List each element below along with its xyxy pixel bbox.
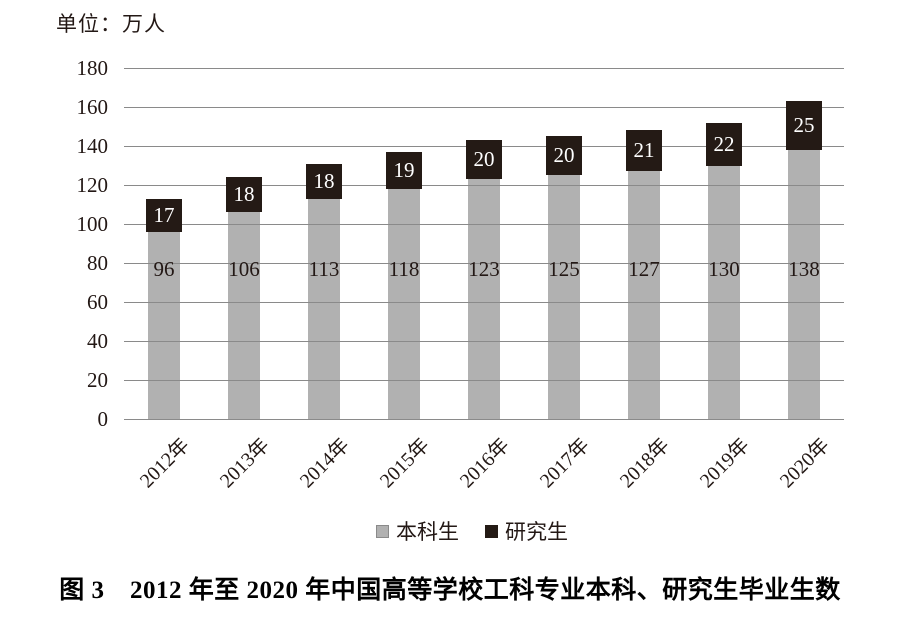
y-tick-label: 160: [76, 95, 109, 119]
bar-value-undergrad: 127: [628, 257, 660, 281]
bar-segment-grad: 18: [226, 177, 262, 213]
x-tick-label: 2019年: [695, 434, 754, 493]
bar-segment-undergrad: [708, 165, 740, 419]
y-tick-label: 140: [76, 134, 109, 158]
bar-value-grad: 18: [233, 182, 255, 207]
legend-label-undergrad: 本科生: [396, 520, 459, 544]
bar-value-grad: 20: [553, 143, 575, 168]
gridline: [124, 67, 844, 69]
bar-segment-undergrad: [548, 175, 580, 419]
bar-value-grad: 19: [393, 157, 415, 182]
y-tick-label: 120: [76, 173, 109, 197]
legend-label-grad: 研究生: [505, 520, 568, 544]
bar-value-undergrad: 106: [228, 257, 260, 281]
y-tick-label: 20: [87, 368, 108, 392]
gridline: [124, 418, 844, 420]
x-tick-label: 2017年: [535, 434, 594, 493]
gridline: [124, 223, 844, 225]
y-tick-label: 40: [87, 329, 108, 353]
bar-segment-undergrad: [468, 179, 500, 419]
x-tick-label: 2018年: [615, 434, 674, 493]
bar-segment-grad: 22: [706, 122, 742, 166]
x-tick-label: 2013年: [215, 434, 274, 493]
y-tick-label: 80: [87, 251, 108, 275]
bar-value-undergrad: 138: [788, 257, 820, 281]
x-tick-label: 2015年: [375, 434, 434, 493]
bar-value-grad: 18: [313, 168, 335, 193]
x-tick-label: 2016年: [455, 434, 514, 493]
bar-segment-undergrad: [788, 149, 820, 419]
bar-segment-grad: 20: [466, 140, 502, 180]
y-tick-label: 100: [76, 212, 109, 236]
x-tick-label: 2014年: [295, 434, 354, 493]
legend-swatch-grad: [485, 524, 498, 538]
y-tick-label: 60: [87, 290, 108, 314]
x-tick-label: 2012年: [135, 434, 194, 493]
unit-label: 单位：万人: [56, 12, 166, 36]
plot-area: 17 96 18 106 18 113 19 118 20 123 20 125 21 127 22 130 2…: [124, 67, 844, 420]
gridline: [124, 379, 844, 381]
bar-value-grad: 25: [793, 113, 815, 138]
legend-swatch-undergrad: [376, 524, 389, 538]
bar-segment-undergrad: [308, 198, 340, 419]
bar-value-grad: 22: [713, 131, 735, 156]
bar-segment-undergrad: [228, 212, 260, 419]
bar-value-undergrad: 123: [468, 257, 500, 281]
bar-segment-undergrad: [628, 171, 660, 419]
bar-segment-grad: 18: [306, 163, 342, 199]
bar-value-undergrad: 130: [708, 257, 740, 281]
bar-value-undergrad: 118: [388, 257, 420, 281]
bar-segment-undergrad: [388, 188, 420, 419]
bars-layer: 17 96 18 106 18 113 19 118 20 123 20 125 21 127 22 130 2…: [124, 68, 844, 419]
gridline: [124, 340, 844, 342]
bar-value-undergrad: 125: [548, 257, 580, 281]
bar-segment-grad: 25: [786, 101, 822, 150]
bar-value-undergrad: 96: [153, 257, 175, 281]
legend-item-grad: 研究生: [485, 516, 568, 546]
gridline: [124, 301, 844, 303]
bar-segment-grad: 20: [546, 136, 582, 176]
gridline: [124, 184, 844, 186]
bar-value-grad: 20: [473, 147, 495, 172]
bar-value-undergrad: 113: [308, 257, 340, 281]
bar-value-grad: 21: [633, 138, 655, 163]
gridline: [124, 106, 844, 108]
figure-caption: 图 3 2012 年至 2020 年中国高等学校工科专业本科、研究生毕业生数: [59, 577, 841, 604]
y-tick-label: 0: [97, 407, 109, 431]
legend: 本科生 研究生: [22, 516, 900, 546]
y-tick-label: 180: [76, 56, 109, 80]
bar-segment-grad: 21: [626, 130, 662, 172]
bar-segment-grad: 19: [386, 151, 422, 189]
bar-segment-grad: 17: [146, 198, 182, 232]
x-tick-label: 2020年: [775, 434, 834, 493]
legend-item-undergrad: 本科生: [376, 516, 459, 546]
bar-value-grad: 17: [153, 202, 175, 227]
gridline: [124, 262, 844, 264]
